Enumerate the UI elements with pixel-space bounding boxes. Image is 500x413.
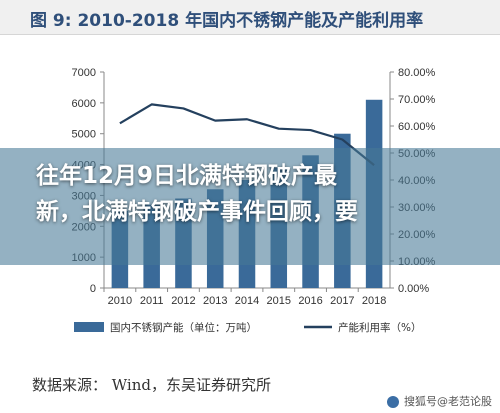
x-tick-label: 2017 bbox=[330, 295, 354, 307]
y-right-tick-label: 0.00% bbox=[398, 283, 429, 295]
figure-title: 图 9: 2010-2018 年国内不锈钢产能及产能利用率 bbox=[30, 11, 424, 31]
watermark-logo-icon bbox=[386, 396, 399, 408]
x-tick-label: 2013 bbox=[203, 295, 227, 307]
chart-legend: 国内不锈钢产能（单位：万吨） 产能利用率（%） bbox=[74, 321, 421, 334]
y-left-tick-label: 7000 bbox=[72, 67, 96, 79]
headline-text: 往年12月9日北满特钢破产最 新，北满特钢破产事件回顾，要 bbox=[36, 158, 476, 230]
legend-bar-swatch bbox=[74, 322, 104, 332]
y-right-tick-label: 80.00% bbox=[398, 67, 436, 79]
watermark: 搜狐号@老范论股 bbox=[385, 393, 492, 409]
data-source: 数据来源： Wind，东吴证券研究所 bbox=[32, 376, 271, 394]
x-tick-label: 2010 bbox=[108, 295, 132, 307]
headline-overlay bbox=[0, 148, 500, 265]
y-left-tick-label: 5000 bbox=[72, 129, 96, 141]
x-tick-label: 2015 bbox=[267, 295, 291, 307]
x-tick-label: 2016 bbox=[298, 295, 322, 307]
headline-line-1: 往年12月9日北满特钢破产最 bbox=[36, 163, 338, 189]
headline-line-2: 新，北满特钢破产事件回顾，要 bbox=[36, 199, 358, 225]
legend-bar-label: 国内不锈钢产能（单位：万吨） bbox=[110, 321, 257, 334]
figure-title-bar: 图 9: 2010-2018 年国内不锈钢产能及产能利用率 bbox=[0, 0, 500, 35]
x-tick-label: 2014 bbox=[235, 295, 259, 307]
x-tick-label: 2011 bbox=[140, 295, 164, 307]
y-left-tick-label: 6000 bbox=[72, 98, 96, 110]
legend-line-label: 产能利用率（%） bbox=[338, 321, 421, 334]
x-tick-label: 2018 bbox=[362, 295, 386, 307]
y-left-tick-label: 0 bbox=[90, 283, 96, 295]
y-right-tick-label: 60.00% bbox=[398, 121, 436, 133]
y-right-tick-label: 70.00% bbox=[398, 94, 436, 106]
x-tick-label: 2012 bbox=[171, 295, 195, 307]
watermark-text: 搜狐号@老范论股 bbox=[404, 395, 492, 408]
